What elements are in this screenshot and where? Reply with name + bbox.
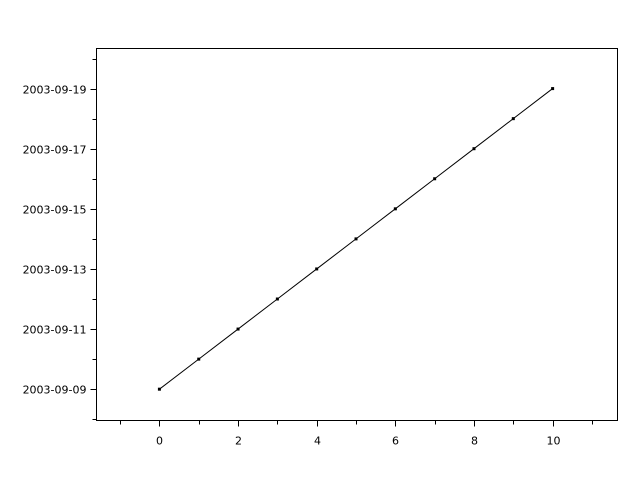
y-tick-label: 2003-09-17 — [23, 144, 87, 157]
data-point — [197, 357, 201, 361]
x-tick-label: 8 — [471, 435, 478, 448]
data-point — [511, 117, 515, 121]
data-point — [157, 387, 161, 391]
data-point — [275, 297, 279, 301]
x-tick-label: 0 — [156, 435, 163, 448]
x-tick-label: 2 — [235, 435, 242, 448]
data-point — [236, 327, 240, 331]
data-point — [315, 267, 319, 271]
x-axis: 0 2 4 6 8 10 — [120, 420, 593, 448]
data-point — [433, 177, 437, 181]
y-tick-label: 2003-09-11 — [23, 324, 87, 337]
y-tick-label: 2003-09-13 — [23, 264, 87, 277]
y-tick-label: 2003-09-15 — [23, 204, 87, 217]
data-point — [354, 237, 358, 241]
data-point — [393, 207, 397, 211]
data-point — [472, 147, 476, 151]
y-tick-label: 2003-09-09 — [23, 384, 87, 397]
x-tick-label: 4 — [314, 435, 321, 448]
plot-frame — [96, 48, 618, 421]
data-point — [551, 87, 555, 91]
x-tick-label: 6 — [392, 435, 399, 448]
series — [157, 87, 555, 391]
y-tick-label: 2003-09-19 — [23, 84, 87, 97]
x-tick-label: 10 — [547, 435, 561, 448]
y-axis: 2003-09-09 2003-09-11 2003-09-13 2003-09-15… — [23, 59, 97, 420]
